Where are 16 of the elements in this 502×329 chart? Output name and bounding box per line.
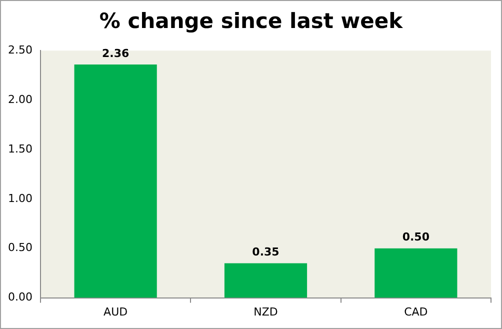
chart-title: % change since last week <box>98 9 404 33</box>
data-label: 2.36 <box>102 46 130 60</box>
y-tick-label: 2.50 <box>8 43 32 56</box>
y-tick-label: 1.50 <box>8 142 32 156</box>
data-label: 0.50 <box>402 230 430 244</box>
data-label: 0.35 <box>252 246 280 259</box>
bar <box>224 263 308 298</box>
bar <box>74 64 157 298</box>
x-tick-label: AUD <box>104 305 128 318</box>
y-tick-label: 1.00 <box>8 192 32 205</box>
y-tick-label: 2.00 <box>8 92 32 106</box>
y-tick-label: 0.50 <box>8 241 32 254</box>
y-tick-label: 0.00 <box>8 290 32 304</box>
bar <box>374 248 458 298</box>
x-tick-label: NZD <box>254 305 278 318</box>
x-tick-label: CAD <box>404 305 428 318</box>
